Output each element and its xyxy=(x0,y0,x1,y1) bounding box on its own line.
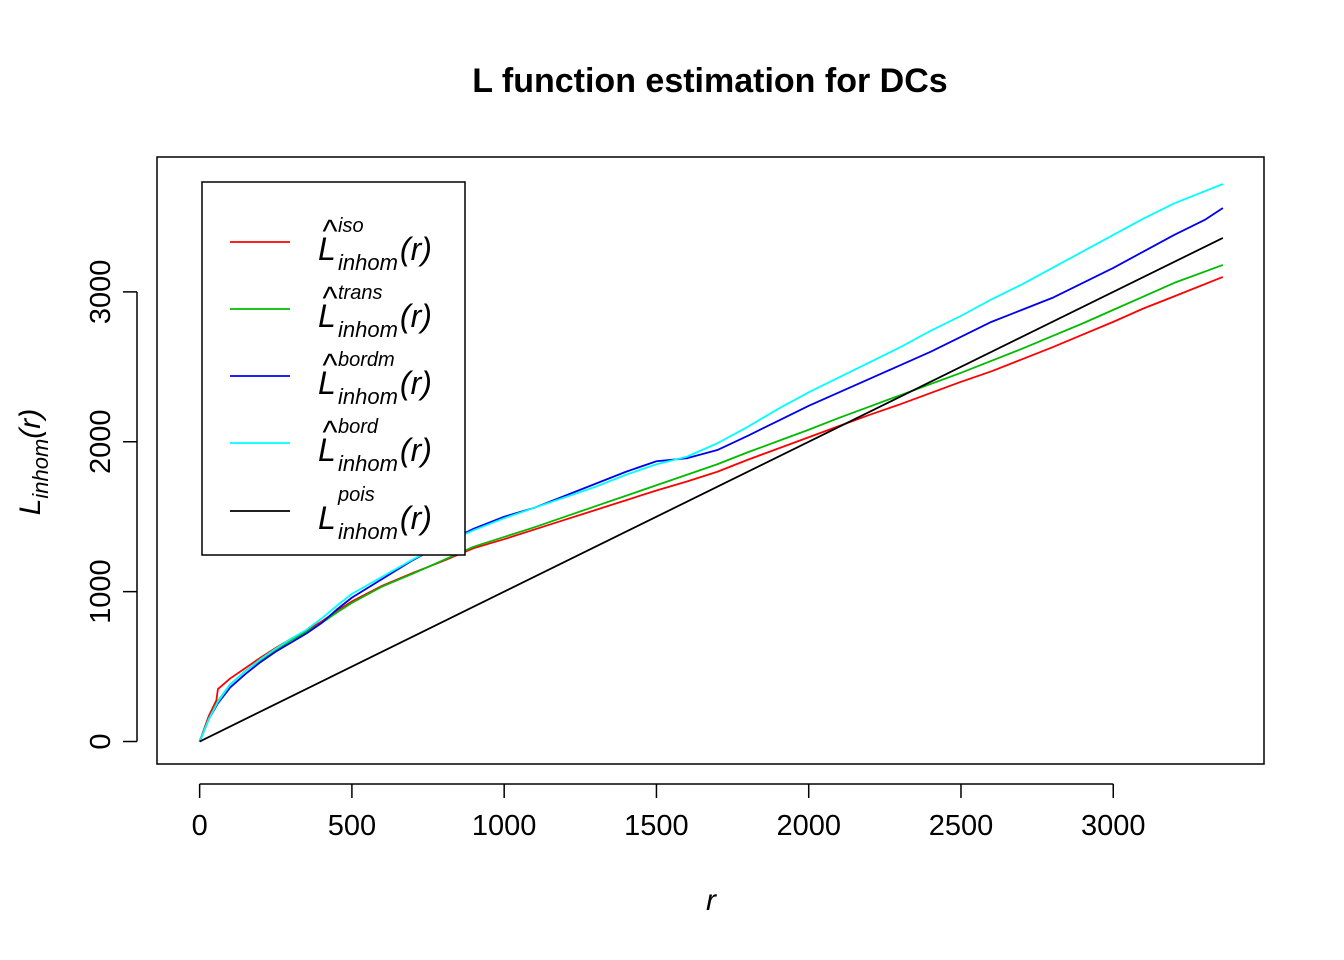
y-tick-label: 0 xyxy=(85,733,117,749)
legend-entry-bord: L^ bord inhom (r) xyxy=(230,414,432,476)
x-tick-label: 2000 xyxy=(776,810,841,842)
legend-subscript: inhom xyxy=(338,317,398,342)
legend-subscript: inhom xyxy=(338,384,398,409)
legend-base: L xyxy=(318,500,336,536)
legend-entry-trans: L^ trans inhom (r) xyxy=(230,280,432,342)
y-tick-label: 3000 xyxy=(85,260,117,325)
legend-hat-icon: ^ xyxy=(322,280,338,316)
legend-superscript: pois xyxy=(337,484,375,506)
legend-base: L xyxy=(318,231,336,267)
y-axis-label-paren: (r) xyxy=(14,409,47,439)
legend-superscript: trans xyxy=(338,282,382,304)
x-tick-label: 2500 xyxy=(929,810,994,842)
series-line-bordm xyxy=(198,207,1224,742)
series-layer xyxy=(198,183,1224,743)
legend-paren: (r) xyxy=(400,500,432,536)
legend-paren: (r) xyxy=(400,432,432,468)
y-axis-label: Linhom(r) xyxy=(14,409,53,516)
y-axis-label-base: L xyxy=(14,499,47,516)
y-tick-label: 1000 xyxy=(85,559,117,624)
y-tick-label: 2000 xyxy=(85,410,117,475)
legend-base: L xyxy=(318,365,336,401)
legend-paren: (r) xyxy=(400,298,432,334)
legend-entry-bordm: L^ bordm inhom (r) xyxy=(230,347,432,409)
legend-entry-iso: L^ iso inhom (r) xyxy=(230,213,432,275)
x-tick-label: 1500 xyxy=(624,810,689,842)
svg-text:Linhom(r): Linhom(r) xyxy=(14,409,53,516)
legend-base: L xyxy=(318,298,336,334)
x-tick-label: 3000 xyxy=(1081,810,1146,842)
y-axis-label-subscript: inhom xyxy=(28,439,53,499)
series-line-bord xyxy=(198,183,1224,742)
x-tick-label: 500 xyxy=(328,810,376,842)
legend-paren: (r) xyxy=(400,231,432,267)
legend-superscript: iso xyxy=(338,215,364,237)
legend-subscript: inhom xyxy=(338,250,398,275)
series-line-pois xyxy=(199,237,1224,743)
x-axis: 0 500 1000 1500 2000 2500 3000 xyxy=(192,783,1146,842)
plot-frame xyxy=(156,156,1265,765)
legend-subscript: inhom xyxy=(338,519,398,544)
y-axis: 0 1000 2000 3000 xyxy=(85,260,138,750)
legend-base: L xyxy=(318,432,336,468)
chart-title: L function estimation for DCs xyxy=(472,62,947,100)
legend-superscript: bord xyxy=(338,416,379,438)
legend-paren: (r) xyxy=(400,365,432,401)
x-tick-label: 0 xyxy=(192,810,208,842)
x-axis-label: r xyxy=(706,884,717,917)
legend-box xyxy=(201,181,466,556)
x-tick-label: 1000 xyxy=(472,810,537,842)
legend-hat-icon: ^ xyxy=(322,347,338,383)
legend-hat-icon: ^ xyxy=(322,414,338,450)
legend-hat-icon: ^ xyxy=(322,213,338,249)
series-line-trans xyxy=(198,264,1224,742)
legend-superscript: bordm xyxy=(338,349,395,371)
legend-subscript: inhom xyxy=(338,451,398,476)
